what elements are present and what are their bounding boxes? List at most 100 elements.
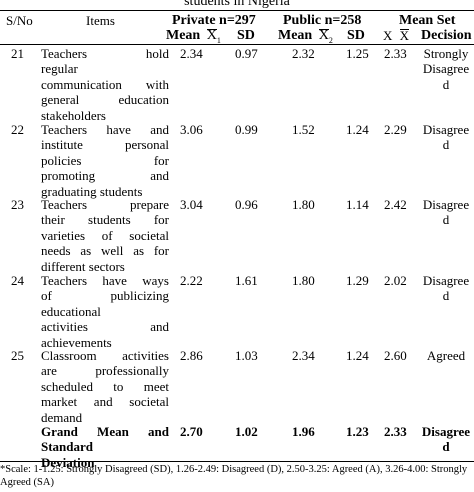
row-25-item-line: scheduled to meet: [41, 378, 169, 394]
row-25-item-line: market and societal: [41, 394, 169, 410]
row-23-decision-line: Disagree: [422, 197, 470, 212]
header-rule: [0, 44, 474, 45]
row-24-sno: 24: [11, 273, 24, 288]
row-23-mean-set: 2.42: [384, 197, 407, 212]
row-21-decision-line: d: [442, 76, 450, 92]
row-25-sno: 25: [11, 348, 24, 363]
grand-decision: Disagree d: [418, 424, 474, 455]
row-24-item-line: achievements: [41, 334, 112, 350]
row-24-item: Teachers have ways of publicizing educat…: [41, 273, 169, 350]
row-22-sno: 22: [11, 122, 24, 137]
row-22-item: Teachers have and institute personal pol…: [41, 122, 169, 199]
grand-sd1: 1.02: [235, 424, 258, 439]
row-23-sd1: 0.96: [235, 197, 258, 212]
row-23-mean1: 3.04: [180, 197, 203, 212]
row-22-sd1: 0.99: [235, 122, 258, 137]
header-x2-sub: 2: [328, 35, 333, 45]
row-23-item-line: needs as well as for: [41, 243, 169, 259]
row-24-mean2: 1.80: [292, 273, 315, 288]
grand-decision-line: d: [442, 439, 450, 455]
header-xx-a: X: [383, 28, 393, 43]
row-21-sno: 21: [11, 46, 24, 61]
row-21-decision-line: Disagree: [422, 61, 470, 77]
row-25-item-line: Classroom activities: [41, 348, 169, 363]
row-23-sno: 23: [11, 197, 24, 212]
header-xx: X X: [383, 28, 410, 43]
header-private: Private n=297: [172, 13, 256, 28]
header-decision: Decision: [421, 28, 472, 43]
grand-mean2: 1.96: [292, 424, 315, 439]
header-x2: X: [318, 28, 329, 43]
row-23-sd2: 1.14: [346, 197, 369, 212]
header-sno: S/No: [6, 13, 33, 28]
row-25-item-line: are professionally: [41, 363, 169, 379]
row-21-mean1: 2.34: [180, 46, 203, 61]
row-24-mean1: 2.22: [180, 273, 203, 288]
row-21-item-line: communication with: [41, 76, 169, 92]
row-22-decision: Disagree d: [418, 122, 474, 153]
row-24-decision-line: Disagree: [422, 273, 470, 288]
row-25-decision-line: Agreed: [426, 348, 466, 363]
row-24-mean-set: 2.02: [384, 273, 407, 288]
row-21-mean2: 2.32: [292, 46, 315, 61]
row-21-decision-line: Strongly: [423, 46, 469, 61]
header-public: Public n=258: [283, 13, 362, 28]
header-items: Items: [86, 13, 115, 28]
row-21-item-line: regular: [41, 61, 78, 77]
row-24-sd1: 1.61: [235, 273, 258, 288]
row-22-decision-line: Disagree: [422, 122, 470, 137]
row-25-item: Classroom activities are professionally …: [41, 348, 169, 425]
row-23-mean2: 1.80: [292, 197, 315, 212]
row-22-item-line: institute personal: [41, 137, 169, 153]
row-24-item-line: Teachers have ways: [41, 273, 169, 288]
grand-mean-item: Grand Mean and Standard Deviation: [41, 424, 169, 470]
row-21-item-line: Teachers hold: [41, 46, 169, 61]
row-25-mean2: 2.34: [292, 348, 315, 363]
row-23-item: Teachers prepare their students for vari…: [41, 197, 169, 274]
grand-mean-item-line: Grand Mean and: [41, 424, 169, 439]
row-21-decision: Strongly Disagree d: [418, 46, 474, 92]
row-25-mean-set: 2.60: [384, 348, 407, 363]
row-21-sd2: 1.25: [346, 46, 369, 61]
header-sd1: SD: [237, 28, 255, 43]
row-22-item-line: Teachers have and: [41, 122, 169, 137]
row-22-item-line: graduating students: [41, 183, 143, 199]
header-x1-sub: 1: [216, 35, 221, 45]
row-23-decision-line: d: [442, 212, 450, 228]
top-rule: [0, 10, 474, 11]
row-24-item-line: of publicizing: [41, 288, 169, 304]
row-25-decision: Agreed: [418, 348, 474, 363]
row-22-mean2: 1.52: [292, 122, 315, 137]
row-22-mean-set: 2.29: [384, 122, 407, 137]
grand-mean-item-line: Standard: [41, 439, 94, 455]
row-24-item-line: educational: [41, 303, 101, 319]
header-sd2: SD: [347, 28, 365, 43]
row-24-decision-line: d: [442, 288, 450, 304]
row-21-item: Teachers hold regular communication with…: [41, 46, 169, 123]
row-22-mean1: 3.06: [180, 122, 203, 137]
row-21-sd1: 0.97: [235, 46, 258, 61]
header-x1: X: [206, 28, 217, 43]
row-23-decision: Disagree d: [418, 197, 474, 228]
row-24-item-line: activities and: [41, 319, 169, 335]
row-25-sd1: 1.03: [235, 348, 258, 363]
grand-mean-set: 2.33: [384, 424, 407, 439]
row-21-item-line: general education: [41, 92, 169, 108]
row-23-item-line: different sectors: [41, 258, 125, 274]
row-23-item-line: Teachers prepare: [41, 197, 169, 212]
header-xx-b: X: [399, 28, 410, 43]
row-24-decision: Disagree d: [418, 273, 474, 304]
row-22-item-line: policies for: [41, 152, 169, 168]
row-25-mean1: 2.86: [180, 348, 203, 363]
header-mean2-label: Mean: [278, 28, 313, 43]
grand-mean-item-line: Deviation: [41, 454, 95, 470]
grand-decision-line: Disagree: [421, 424, 471, 439]
grand-mean1: 2.70: [180, 424, 203, 439]
grand-sd2: 1.23: [346, 424, 369, 439]
row-24-sd2: 1.29: [346, 273, 369, 288]
row-25-item-line: demand: [41, 409, 83, 425]
row-23-item-line: varieties of societal: [41, 227, 169, 243]
scale-note: *Scale: 1-1.25: Strongly Disagreed (SD),…: [0, 464, 468, 488]
row-21-mean-set: 2.33: [384, 46, 407, 61]
row-22-sd2: 1.24: [346, 122, 369, 137]
